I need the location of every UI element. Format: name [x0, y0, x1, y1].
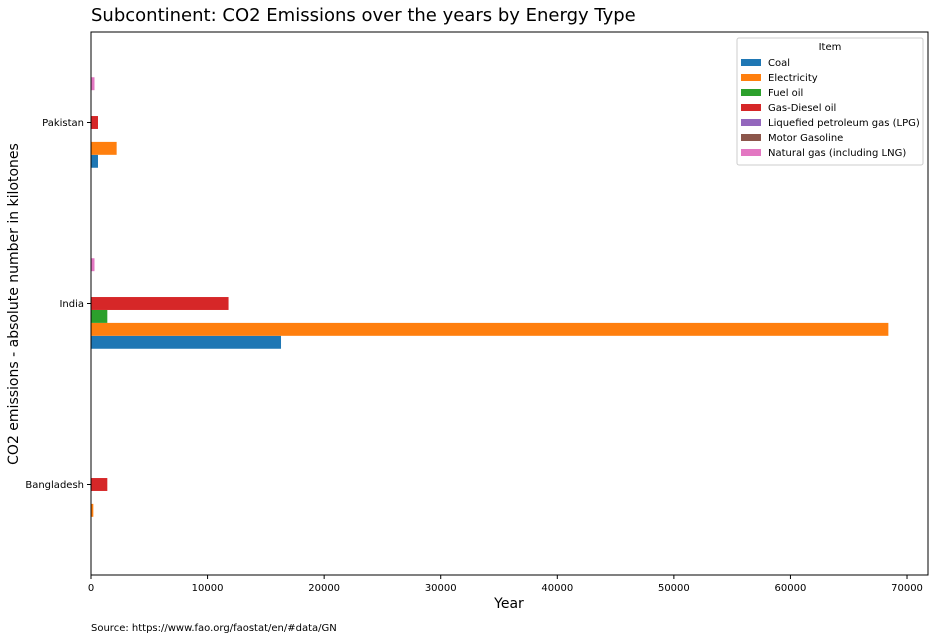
y-tick-label: Pakistan [42, 118, 84, 129]
bar [91, 77, 95, 91]
legend-label: Natural gas (including LNG) [768, 148, 906, 159]
legend-swatch [741, 104, 761, 111]
y-axis-label: CO2 emissions - absolute number in kilot… [6, 143, 22, 465]
bar [91, 322, 889, 336]
bar [91, 297, 229, 310]
legend-box [736, 37, 924, 166]
legend-swatch [741, 74, 761, 81]
x-axis-label: Year [493, 596, 524, 612]
bar [91, 141, 117, 155]
legend: Item Coal Electricity Fuel oil Gas-Diesel oi… [736, 37, 924, 166]
x-tick-label: 70000 [891, 583, 923, 594]
x-axis: 0 10000 20000 30000 40000 50000 60000 70000 [88, 575, 923, 594]
x-tick-label: 60000 [775, 583, 807, 594]
y-tick-label: India [59, 299, 84, 310]
source-note: Source: https://www.fao.org/faostat/en/#… [91, 623, 337, 634]
bar [91, 309, 108, 323]
legend-label: Fuel oil [768, 88, 803, 99]
legend-label: Liquefied petroleum gas (LPG) [768, 118, 920, 129]
bar [91, 335, 282, 349]
legend-label: Coal [768, 58, 790, 69]
bar [91, 258, 95, 272]
x-tick-label: 50000 [658, 583, 690, 594]
y-axis: Bangladesh India Pakistan [25, 118, 91, 491]
x-tick-label: 10000 [192, 583, 224, 594]
bar [91, 503, 94, 517]
bar [91, 116, 98, 129]
bars-group [91, 77, 889, 517]
chart-title: Subcontinent: CO2 Emissions over the yea… [91, 5, 636, 26]
legend-swatch [741, 134, 761, 141]
legend-title: Item [819, 42, 842, 53]
y-tick-label: Bangladesh [25, 480, 84, 491]
x-tick-label: 30000 [425, 583, 457, 594]
legend-label: Motor Gasoline [768, 133, 843, 144]
x-tick-label: 0 [88, 583, 94, 594]
legend-label: Electricity [768, 73, 818, 84]
legend-swatch [741, 119, 761, 126]
legend-label: Gas-Diesel oil [768, 103, 836, 114]
x-tick-label: 40000 [541, 583, 573, 594]
x-tick-label: 20000 [308, 583, 340, 594]
legend-swatch [741, 149, 761, 156]
bar [91, 154, 98, 168]
bar [91, 478, 108, 491]
legend-swatch [741, 89, 761, 96]
legend-swatch [741, 59, 761, 66]
